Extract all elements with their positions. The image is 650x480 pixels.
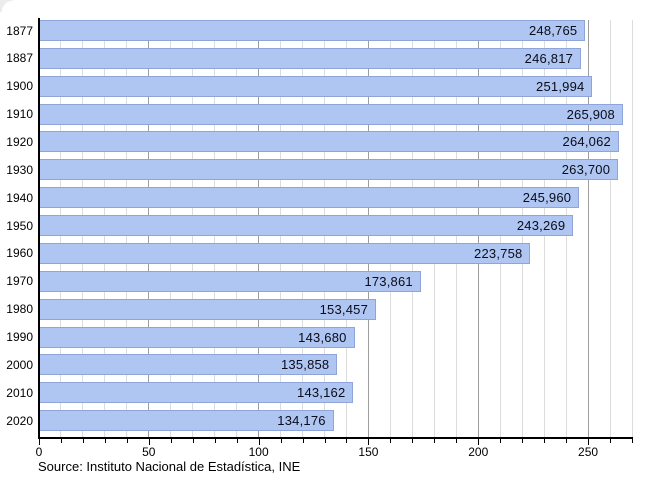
x-tick-label-50: 50: [142, 445, 156, 459]
year-label-1910: 1910: [6, 107, 33, 122]
minor-tick: [170, 439, 172, 443]
minor-tick: [544, 439, 546, 443]
bar-1877: 248,765: [39, 20, 586, 41]
bar-1887: 246,817: [39, 47, 582, 69]
bar-value-label: 264,062: [562, 134, 611, 150]
bar-1990: 143,680: [39, 326, 355, 348]
bar-value-label: 243,269: [516, 218, 566, 234]
minor-tick: [126, 439, 128, 443]
minor-gridline: [631, 20, 633, 438]
minor-tick: [566, 439, 568, 443]
bar-2020: 134,176: [39, 410, 334, 432]
bar-1900: 251,994: [39, 75, 593, 97]
minor-tick: [434, 439, 436, 443]
minor-tick: [214, 439, 216, 443]
bar-value-label: 134,176: [277, 413, 326, 429]
year-label-1990: 1990: [6, 330, 33, 345]
major-tick: [478, 439, 480, 445]
bar-value-label: 246,817: [524, 50, 574, 66]
x-tick-label-200: 200: [468, 445, 489, 459]
bar-1910: 265,908: [39, 103, 623, 125]
bar-1980: 153,457: [39, 298, 377, 320]
minor-tick: [302, 439, 304, 443]
major-tick: [148, 439, 150, 445]
year-label-1970: 1970: [6, 274, 33, 289]
x-tick-label-0: 0: [35, 445, 43, 459]
year-label-1950: 1950: [6, 218, 33, 233]
year-label-1900: 1900: [6, 79, 33, 94]
minor-tick: [500, 439, 502, 443]
year-label-1980: 1980: [6, 302, 33, 317]
minor-tick: [324, 439, 326, 443]
minor-tick: [412, 439, 414, 443]
minor-tick: [236, 439, 238, 443]
major-gridline: [587, 20, 589, 438]
year-label-2000: 2000: [6, 357, 33, 372]
minor-tick: [82, 439, 84, 443]
bar-value-label: 143,680: [298, 329, 347, 345]
minor-gridline: [609, 20, 611, 438]
bar-1930: 263,700: [39, 159, 619, 181]
bar-value-label: 248,765: [528, 23, 578, 38]
bar-value-label: 143,162: [297, 385, 346, 401]
year-label-2010: 2010: [6, 385, 33, 400]
major-tick: [39, 439, 40, 445]
x-axis-line: [38, 437, 633, 439]
year-label-1877: 1877: [6, 23, 33, 38]
minor-tick: [104, 439, 106, 443]
minor-tick: [280, 439, 282, 443]
major-tick: [588, 439, 590, 445]
bar-1970: 173,861: [39, 270, 421, 292]
minor-tick: [192, 439, 194, 443]
plot-area: 248,765 246,817 251,994 265,908 264,062 263,7…: [39, 20, 633, 438]
bar-value-label: 153,457: [319, 301, 369, 317]
minor-tick: [522, 439, 524, 443]
bar-value-label: 135,858: [280, 357, 330, 373]
bar-2000: 135,858: [39, 354, 338, 376]
bar-1920: 264,062: [39, 131, 619, 153]
bar-2010: 143,162: [39, 382, 354, 404]
x-tick-label-250: 250: [578, 445, 599, 459]
minor-tick: [632, 439, 633, 443]
minor-tick: [346, 439, 348, 443]
page-corner-artifact: [0, 0, 13, 12]
bar-value-label: 173,861: [364, 273, 413, 289]
year-label-1940: 1940: [6, 190, 33, 205]
x-tick-label-100: 100: [248, 445, 269, 459]
year-label-2020: 2020: [6, 413, 33, 428]
x-tick-label-150: 150: [358, 445, 379, 459]
year-label-1930: 1930: [6, 162, 33, 177]
bar-value-label: 251,994: [536, 78, 585, 94]
minor-tick: [60, 439, 62, 443]
bar-value-label: 265,908: [566, 106, 615, 122]
year-label-1960: 1960: [6, 246, 33, 261]
major-tick: [258, 439, 260, 445]
minor-tick: [390, 439, 392, 443]
source-note: Source: Instituto Nacional de Estadístic…: [38, 459, 301, 474]
bar-1940: 245,960: [39, 187, 580, 209]
bar-1950: 243,269: [39, 215, 574, 237]
year-label-1920: 1920: [6, 134, 33, 149]
y-axis-line: [38, 18, 40, 439]
bar-value-label: 223,758: [474, 245, 523, 261]
minor-tick: [456, 439, 458, 443]
bar-value-label: 263,700: [561, 162, 611, 178]
year-label-1887: 1887: [6, 51, 33, 66]
bar-1960: 223,758: [39, 242, 531, 264]
major-tick: [368, 439, 370, 445]
minor-tick: [610, 439, 612, 443]
bar-value-label: 245,960: [522, 190, 572, 206]
